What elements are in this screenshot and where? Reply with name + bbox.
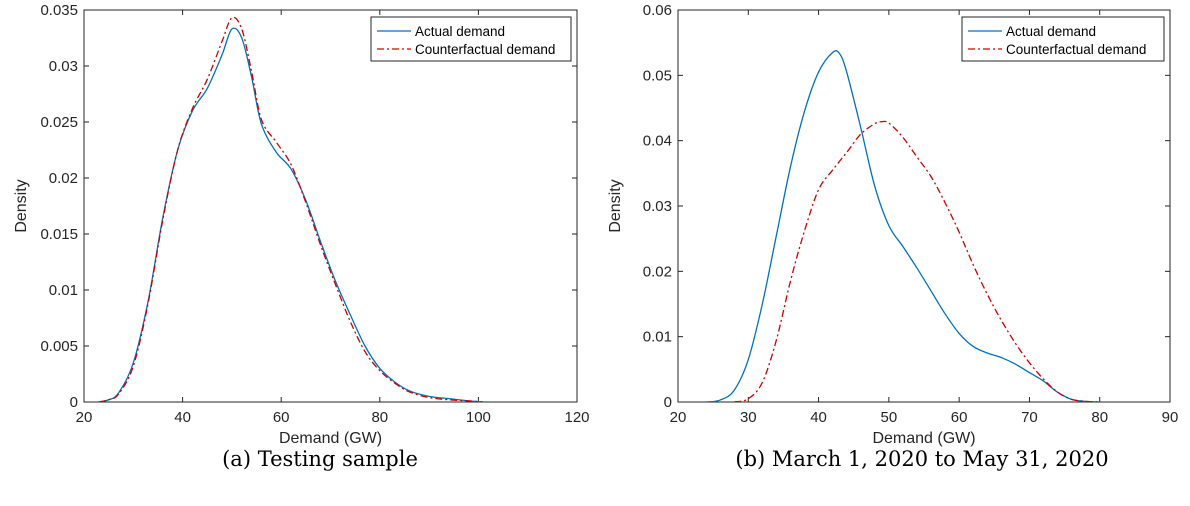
series-line-2 [734, 120, 1100, 402]
y-tick-label: 0.04 [643, 133, 672, 150]
panel-caption: (a) Testing sample [222, 447, 418, 471]
x-tick-label: 40 [174, 409, 191, 426]
plot-frame [677, 9, 1171, 403]
y-tick-label: 0.035 [40, 2, 78, 19]
y-tick-label: 0.06 [643, 2, 672, 19]
plot-frame [83, 9, 578, 403]
legend-label: Counterfactual demand [1006, 42, 1146, 57]
y-axis-label: Density [13, 179, 30, 232]
chart-panel-1: 20 40 60 80 100 120 0 0.005 0.01 0.015 0.02 0.025 0.… [13, 2, 590, 471]
y-tick-label: 0 [70, 394, 78, 411]
legend-label: Counterfactual demand [415, 42, 555, 57]
legend: Actual demand Counterfactual demand [370, 16, 572, 62]
y-tick-label: 0.005 [40, 338, 78, 355]
x-tick-label: 20 [670, 409, 687, 426]
panel-caption: (b) March 1, 2020 to May 31, 2020 [735, 447, 1108, 471]
x-tick-label: 20 [76, 409, 93, 426]
y-tick-label: 0.01 [643, 329, 672, 346]
x-tick-label: 60 [951, 409, 968, 426]
series-line-1 [98, 27, 484, 402]
chart-panel-2: 20 30 40 50 60 70 80 90 0 0.01 0.02 0.03 0.04 0.05 0.0… [607, 2, 1178, 471]
x-tick-label: 70 [1021, 409, 1038, 426]
x-axis-label: Demand (GW) [279, 430, 382, 447]
series-line-2 [98, 16, 484, 402]
y-tick-label: 0.025 [40, 114, 78, 131]
legend-label: Actual demand [415, 24, 505, 39]
y-tick-label: 0.03 [49, 58, 78, 75]
x-tick-label: 40 [810, 409, 827, 426]
y-tick-label: 0.02 [643, 263, 672, 280]
x-tick-label: 50 [881, 409, 898, 426]
x-tick-label: 90 [1162, 409, 1179, 426]
y-tick-label: 0.02 [49, 170, 78, 187]
y-axis-label: Density [607, 179, 624, 232]
y-tick-label: 0.05 [643, 67, 672, 84]
series-line-1 [706, 50, 1100, 402]
legend-box [961, 16, 1165, 62]
y-tick-label: 0.01 [49, 282, 78, 299]
y-tick-label: 0.03 [643, 198, 672, 215]
x-tick-label: 100 [466, 409, 491, 426]
x-tick-label: 60 [273, 409, 290, 426]
x-tick-label: 80 [1091, 409, 1108, 426]
y-tick-label: 0.015 [40, 226, 78, 243]
x-tick-label: 80 [371, 409, 388, 426]
legend-label: Actual demand [1006, 24, 1096, 39]
legend-box [370, 16, 572, 62]
x-tick-label: 30 [740, 409, 757, 426]
y-tick-label: 0 [664, 394, 672, 411]
x-axis-label: Demand (GW) [872, 430, 975, 447]
x-tick-label: 120 [564, 409, 589, 426]
legend: Actual demand Counterfactual demand [961, 16, 1165, 62]
